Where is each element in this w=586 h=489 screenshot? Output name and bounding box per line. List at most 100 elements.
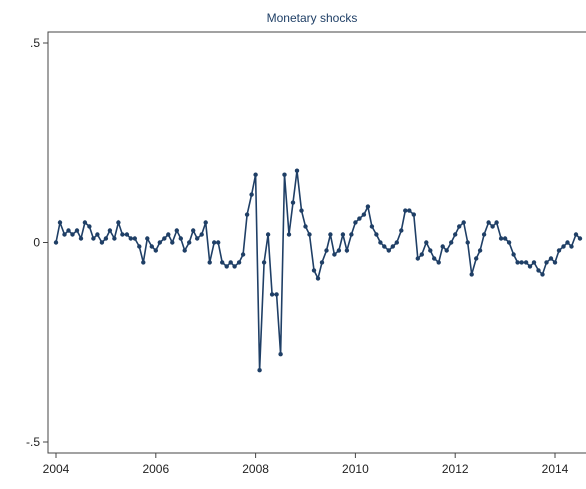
data-point bbox=[112, 236, 117, 241]
data-point bbox=[282, 172, 287, 177]
data-point bbox=[502, 236, 508, 241]
data-point bbox=[453, 232, 458, 237]
data-point bbox=[561, 244, 566, 249]
data-point bbox=[116, 220, 121, 225]
data-point bbox=[465, 240, 470, 245]
data-point bbox=[353, 220, 358, 225]
data-point bbox=[411, 212, 416, 217]
data-point bbox=[428, 248, 433, 253]
data-point bbox=[232, 264, 237, 269]
data-point bbox=[57, 220, 63, 225]
data-point bbox=[249, 192, 254, 197]
data-point bbox=[486, 220, 491, 225]
x-tick-label: 2006 bbox=[142, 462, 169, 476]
data-point bbox=[319, 260, 325, 265]
data-point bbox=[178, 236, 183, 241]
plot-area bbox=[47, 31, 586, 454]
data-point bbox=[66, 228, 71, 233]
data-point bbox=[419, 252, 424, 257]
data-point bbox=[361, 212, 367, 217]
data-point bbox=[569, 244, 574, 249]
data-point bbox=[332, 252, 337, 257]
data-point bbox=[224, 264, 229, 269]
data-point bbox=[536, 268, 541, 273]
y-tick-label: 0 bbox=[33, 236, 40, 250]
data-point bbox=[220, 260, 225, 265]
data-point bbox=[374, 232, 379, 237]
data-point bbox=[357, 216, 362, 221]
data-point bbox=[87, 224, 92, 229]
data-point bbox=[506, 240, 512, 245]
data-point bbox=[540, 272, 545, 277]
data-point bbox=[162, 236, 167, 241]
data-point bbox=[203, 220, 208, 225]
data-point bbox=[519, 260, 524, 265]
data-point bbox=[174, 228, 179, 233]
data-point bbox=[344, 248, 350, 253]
y-tick-label: -.5 bbox=[26, 435, 40, 449]
data-point bbox=[294, 168, 300, 173]
data-point bbox=[415, 256, 420, 261]
chart-title: Monetary shocks bbox=[267, 11, 358, 25]
data-point bbox=[278, 352, 283, 357]
series-markers bbox=[53, 168, 583, 373]
data-point bbox=[382, 244, 387, 249]
data-point bbox=[577, 236, 583, 241]
data-point bbox=[120, 232, 125, 237]
data-point bbox=[103, 236, 109, 241]
x-tick-label: 2010 bbox=[342, 462, 369, 476]
data-point bbox=[269, 292, 275, 297]
data-point bbox=[99, 240, 105, 245]
data-point bbox=[324, 248, 329, 253]
data-point bbox=[182, 248, 187, 253]
data-point bbox=[212, 240, 217, 245]
data-point bbox=[145, 236, 150, 241]
data-point bbox=[511, 252, 516, 257]
data-point bbox=[424, 240, 429, 245]
data-point bbox=[469, 272, 474, 277]
data-point bbox=[390, 244, 395, 249]
data-point bbox=[494, 220, 499, 225]
data-point bbox=[440, 244, 445, 249]
data-point bbox=[548, 256, 554, 261]
x-tick-label: 2008 bbox=[242, 462, 269, 476]
data-point bbox=[216, 240, 221, 245]
data-point bbox=[153, 248, 158, 253]
data-point bbox=[386, 248, 391, 253]
data-point bbox=[498, 236, 504, 241]
data-point bbox=[141, 260, 146, 265]
data-point bbox=[253, 172, 258, 177]
data-point bbox=[261, 260, 267, 265]
data-point bbox=[432, 256, 437, 261]
data-point bbox=[403, 208, 408, 213]
data-point bbox=[149, 244, 154, 249]
data-point bbox=[299, 208, 304, 213]
data-point bbox=[166, 232, 171, 237]
data-point bbox=[191, 228, 196, 233]
data-point bbox=[137, 244, 142, 249]
data-point bbox=[490, 224, 495, 229]
data-point bbox=[70, 232, 75, 237]
data-point bbox=[527, 264, 533, 269]
data-point bbox=[449, 240, 454, 245]
data-point bbox=[523, 260, 529, 265]
data-point bbox=[407, 208, 412, 213]
data-point bbox=[531, 260, 537, 265]
data-point bbox=[573, 232, 579, 237]
data-point bbox=[461, 220, 466, 225]
data-point bbox=[290, 200, 296, 205]
data-point bbox=[556, 248, 562, 253]
data-point bbox=[369, 224, 375, 229]
data-point bbox=[303, 224, 308, 229]
data-point bbox=[349, 232, 354, 237]
data-point bbox=[544, 260, 549, 265]
data-point bbox=[170, 240, 175, 245]
data-point bbox=[457, 224, 462, 229]
data-point bbox=[477, 248, 483, 253]
data-point bbox=[195, 236, 200, 241]
data-point bbox=[315, 276, 321, 281]
data-point bbox=[236, 260, 242, 265]
data-point bbox=[74, 228, 80, 233]
data-point bbox=[91, 236, 96, 241]
data-point bbox=[328, 232, 333, 237]
